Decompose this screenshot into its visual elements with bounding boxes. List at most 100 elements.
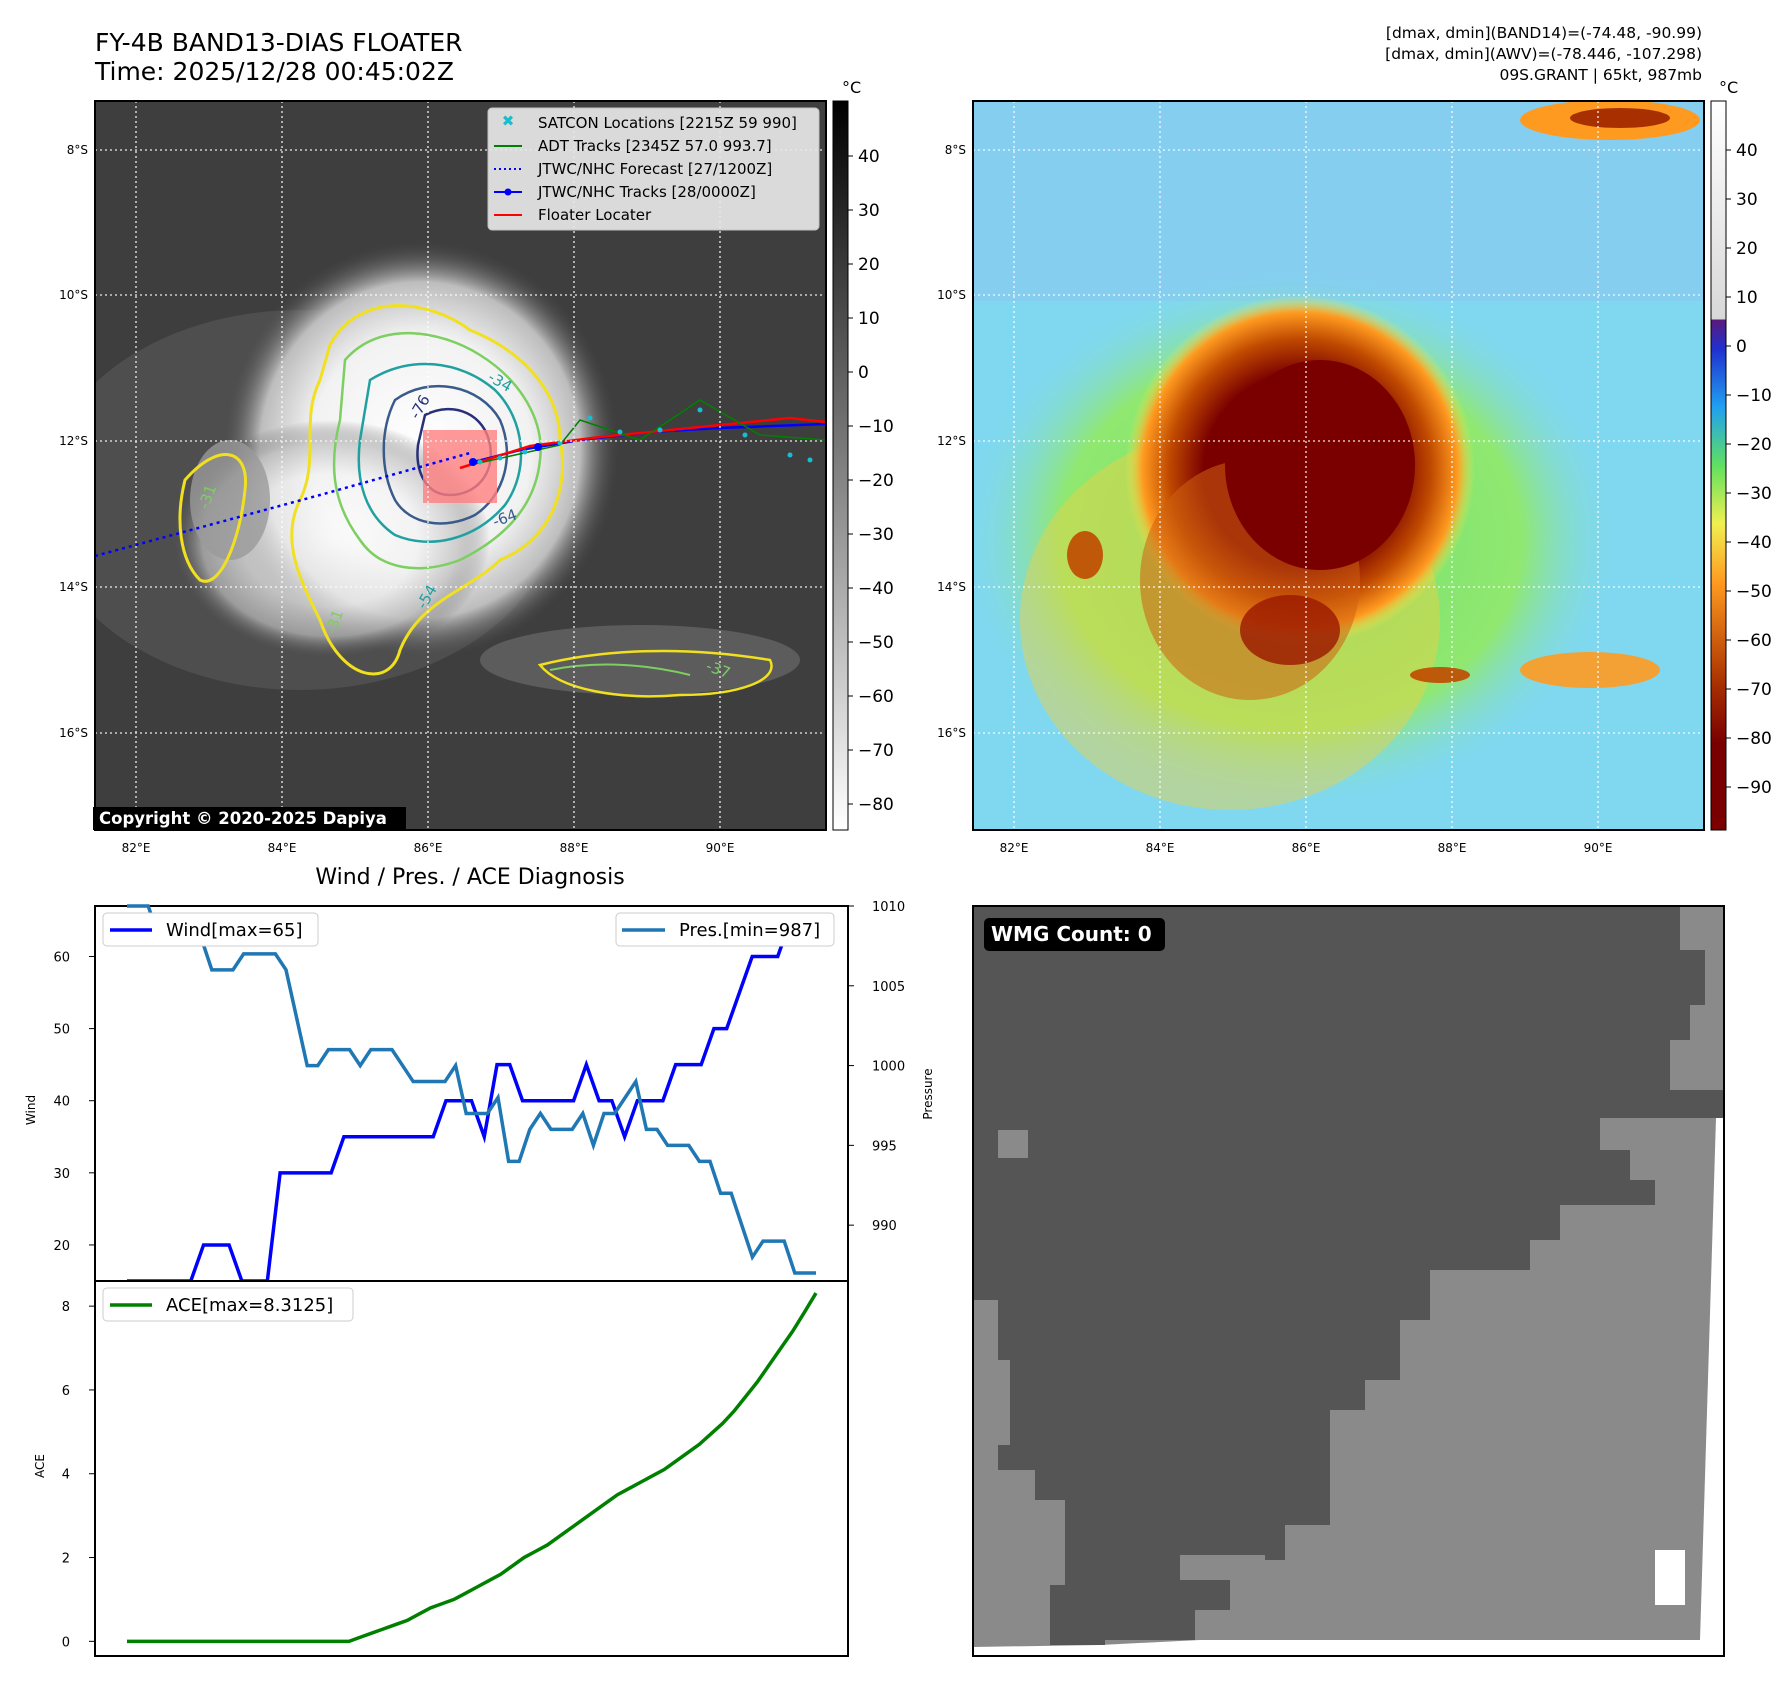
colorbar-gray-unit: °C — [842, 78, 861, 97]
ace-axis-label: ACE — [33, 1454, 47, 1478]
colorbar-tick-label: −80 — [1736, 729, 1772, 749]
ace-tick-label: 8 — [62, 1300, 70, 1315]
colorbar-tick-label: −20 — [858, 471, 894, 491]
wind-tick-label: 20 — [53, 1239, 70, 1254]
color-map — [973, 101, 1704, 830]
lon-label: 84°E — [268, 841, 297, 855]
wind-axis-label: Wind — [24, 1095, 38, 1125]
ace-tick-label: 2 — [62, 1552, 70, 1567]
colorbar-tick-label: −60 — [1736, 631, 1772, 651]
wmg-count: WMG Count: 0 — [991, 922, 1152, 946]
lat-label: 10°S — [59, 288, 88, 302]
colorbar-tick-label: −60 — [858, 687, 894, 707]
pressure-axis-label: Pressure — [921, 1068, 935, 1119]
figure-title: FY-4B BAND13-DIAS FLOATER — [95, 28, 463, 57]
pressure-legend: Pres.[min=987] — [615, 912, 835, 947]
colorbar-tick-label: −80 — [858, 795, 894, 815]
info-awv: [dmax, dmin](AWV)=(-78.446, -107.298) — [1385, 45, 1702, 63]
colorbar-tick-label: −40 — [858, 579, 894, 599]
lon-label: 90°E — [1584, 841, 1613, 855]
wmg-count-box — [984, 918, 1165, 951]
lon-label: 82°E — [122, 841, 151, 855]
pressure-tick-label: 995 — [872, 1139, 897, 1154]
lat-label: 8°S — [67, 143, 88, 157]
colorbar-tick-label: 30 — [858, 201, 880, 221]
colorbar-color — [1710, 100, 1727, 831]
ace-legend-label: ACE[max=8.3125] — [166, 1295, 333, 1316]
colorbar-gray — [832, 100, 849, 831]
color-map-frame — [972, 100, 1705, 831]
pressure-tick-label: 1005 — [872, 980, 905, 995]
wind-legend-label: Wind[max=65] — [166, 920, 303, 941]
lon-label: 88°E — [1438, 841, 1467, 855]
colorbar-tick-label: 10 — [1736, 288, 1758, 308]
ace-chart: 0 2 4 6 8 ACE ACE[max=8.3125] — [33, 1280, 849, 1657]
colorbar-tick-label: −50 — [858, 633, 894, 653]
colorbar-color-ticks: 40 30 20 10 0 −10 −20 −30 −40 −50 −60 −70 −80 −90 — [1726, 141, 1772, 798]
legend-forecast-label: JTWC/NHC Forecast [27/1200Z] — [537, 160, 772, 178]
colorbar-tick-label: 0 — [858, 363, 869, 383]
floater-box — [423, 430, 497, 503]
colorbar-tick-label: −30 — [858, 525, 894, 545]
pressure-tick-label: 1010 — [872, 900, 905, 915]
lat-label: 12°S — [59, 434, 88, 448]
copyright-box — [93, 807, 406, 830]
colorbar-tick-label: −20 — [1736, 435, 1772, 455]
colorbar-tick-label: −40 — [1736, 533, 1772, 553]
legend-floater-label: Floater Locater — [538, 206, 652, 224]
pressure-tick-label: 990 — [872, 1219, 897, 1234]
colorbar-tick-label: 10 — [858, 309, 880, 329]
colorbar-tick-label: 30 — [1736, 190, 1758, 210]
ace-tick-label: 4 — [62, 1468, 70, 1483]
lat-label: 8°S — [945, 143, 966, 157]
colorbar-gray-ticks: 40 30 20 10 0 −10 −20 −30 −40 −50 −60 −70 −80 — [848, 147, 894, 815]
colorbar-color-unit: °C — [1719, 78, 1738, 97]
pressure-series-line — [127, 904, 816, 1275]
wind-tick-label: 60 — [53, 950, 70, 965]
lon-label: 90°E — [706, 841, 735, 855]
colorbar-tick-label: −70 — [1736, 680, 1772, 700]
ace-series-line — [127, 1292, 818, 1644]
colorbar-tick-label: −10 — [1736, 386, 1772, 406]
map-legend: ✖ SATCON Locations [2215Z 59 990] ADT Tr… — [487, 107, 820, 231]
colorbar-tick-label: −90 — [1736, 778, 1772, 798]
lat-label: 12°S — [937, 434, 966, 448]
ace-tick-label: 0 — [62, 1635, 70, 1650]
wind-tick-label: 40 — [53, 1095, 70, 1110]
diagnosis-title: Wind / Pres. / ACE Diagnosis — [315, 865, 624, 890]
colorbar-tick-label: 20 — [1736, 239, 1758, 259]
timestamp: Time: 2025/12/28 00:45:02Z — [94, 57, 454, 86]
lon-label: 86°E — [414, 841, 443, 855]
info-band14: [dmax, dmin](BAND14)=(-74.48, -90.99) — [1386, 24, 1702, 42]
lon-label: 82°E — [1000, 841, 1029, 855]
ace-legend: ACE[max=8.3125] — [102, 1287, 354, 1322]
colorbar-tick-label: −50 — [1736, 582, 1772, 602]
wind-legend: Wind[max=65] — [102, 912, 319, 947]
lat-label: 16°S — [937, 726, 966, 740]
ace-tick-label: 6 — [62, 1384, 70, 1399]
colorbar-tick-label: 40 — [1736, 141, 1758, 161]
pressure-legend-label: Pres.[min=987] — [679, 920, 820, 941]
colorbar-tick-label: 40 — [858, 147, 880, 167]
colorbar-tick-label: −70 — [858, 741, 894, 761]
legend-adt-label: ADT Tracks [2345Z 57.0 993.7] — [538, 137, 772, 155]
pressure-tick-label: 1000 — [872, 1060, 905, 1075]
legend-satcon-label: SATCON Locations [2215Z 59 990] — [538, 114, 797, 132]
lat-label: 16°S — [59, 726, 88, 740]
wind-tick-label: 50 — [53, 1023, 70, 1038]
colorbar-tick-label: −30 — [1736, 484, 1772, 504]
legend-tracks-label: JTWC/NHC Tracks [28/0000Z] — [537, 183, 756, 201]
lat-label: 14°S — [59, 580, 88, 594]
legend-satcon-marker: ✖ — [502, 112, 515, 130]
lat-label: 14°S — [937, 580, 966, 594]
ir-map-frame — [94, 100, 827, 831]
lon-label: 86°E — [1292, 841, 1321, 855]
info-storm: 09S.GRANT | 65kt, 987mb — [1499, 66, 1702, 84]
copyright: Copyright © 2020-2025 Dapiya — [99, 809, 387, 828]
colorbar-tick-label: 0 — [1736, 337, 1747, 357]
colorbar-tick-label: 20 — [858, 255, 880, 275]
lon-label: 84°E — [1146, 841, 1175, 855]
wind-pressure-chart: 20 30 40 50 60 990 995 1000 1005 1010 Wind Press… — [24, 900, 935, 1283]
lat-label: 10°S — [937, 288, 966, 302]
